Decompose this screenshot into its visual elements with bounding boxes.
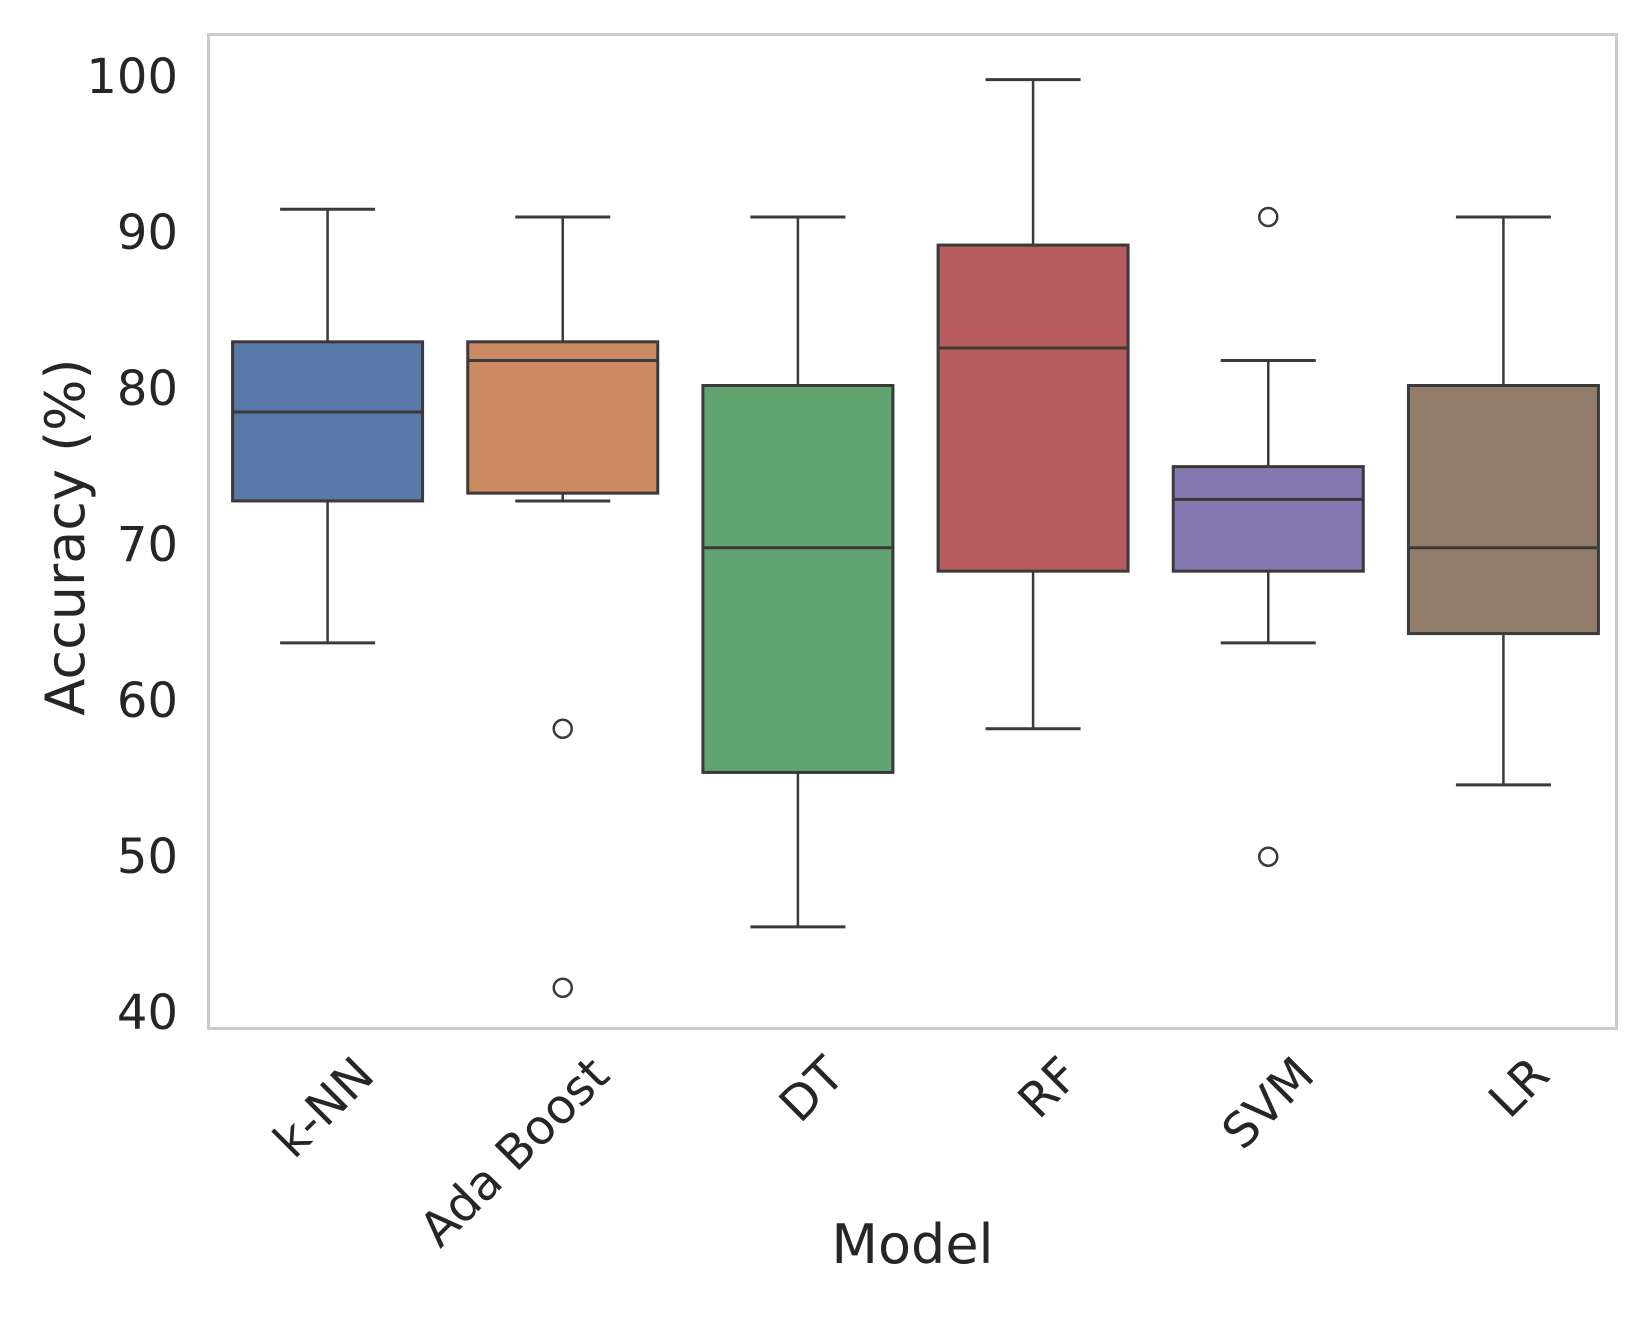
- outlier-Ada Boost: [552, 977, 573, 999]
- outlier-Ada Boost: [552, 718, 573, 740]
- box-LR: [1406, 383, 1600, 636]
- y-tick-label: 50: [116, 828, 178, 885]
- y-tick-label: 90: [116, 204, 178, 261]
- y-tick-label: 60: [116, 672, 178, 729]
- outlier-SVM: [1258, 206, 1279, 228]
- box-k-NN: [231, 340, 425, 503]
- y-tick-label: 100: [86, 48, 178, 105]
- box-Ada Boost: [466, 340, 660, 495]
- y-tick-label: 80: [116, 360, 178, 417]
- outlier-SVM: [1258, 846, 1279, 867]
- y-tick-label: 40: [116, 984, 178, 1041]
- box-RF: [936, 243, 1130, 573]
- boxplot-canvas: [231, 78, 1600, 999]
- x-axis-label: Model: [831, 1213, 994, 1276]
- box-SVM: [1171, 465, 1365, 573]
- box-DT: [701, 383, 895, 774]
- plot-area: [207, 33, 1618, 1030]
- y-tick-label: 70: [116, 516, 178, 573]
